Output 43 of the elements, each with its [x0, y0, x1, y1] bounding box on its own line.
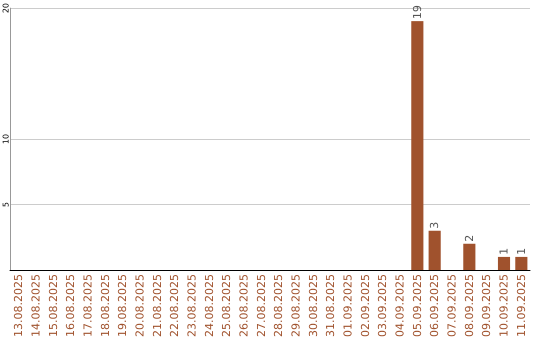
x-tick-label: 04.09.2025	[394, 274, 406, 337]
x-tick-label: 25.08.2025	[220, 274, 234, 337]
x-tick-label: 27.08.2025	[254, 274, 268, 337]
data-label: 19	[410, 5, 424, 20]
data-label: 1	[498, 248, 510, 255]
x-tick-label: 26.08.2025	[238, 274, 250, 337]
x-tick-label: 29.08.2025	[290, 274, 302, 337]
x-tick-label: 28.08.2025	[272, 274, 286, 337]
y-tick-label: 5	[2, 202, 10, 208]
x-tick-label: 06.09.2025	[428, 274, 442, 337]
x-tick-label: 18.08.2025	[98, 274, 112, 337]
x-tick-label: 19.08.2025	[116, 274, 130, 337]
bar	[411, 21, 424, 270]
x-tick-label: 05.09.2025	[410, 274, 424, 337]
bar	[428, 230, 441, 270]
x-tick-label: 23.08.2025	[186, 274, 198, 337]
x-tick-label: 15.08.2025	[46, 274, 60, 337]
bar	[498, 256, 510, 270]
y-tick-label: 10	[2, 134, 10, 144]
x-tick-label: 03.09.2025	[376, 274, 390, 337]
x-tick-label: 14.08.2025	[30, 274, 42, 337]
x-tick-label: 31.08.2025	[324, 274, 338, 337]
x-tick-label: 20.08.2025	[134, 274, 146, 337]
data-label: 3	[428, 222, 442, 229]
x-tick-label: 10.09.2025	[498, 274, 510, 337]
x-tick-label: 24.08.2025	[202, 274, 216, 337]
bar	[463, 244, 476, 270]
x-tick-label: 07.09.2025	[446, 274, 458, 337]
data-label: 2	[462, 234, 476, 242]
x-tick-label: 09.09.2025	[480, 274, 494, 337]
data-label: 1	[514, 248, 528, 255]
x-tick-label: 17.08.2025	[82, 274, 94, 337]
x-tick-label: 30.08.2025	[306, 274, 320, 337]
y-tick-label: 20	[2, 2, 10, 14]
x-tick-label: 02.09.2025	[358, 274, 372, 337]
x-tick-label: 21.08.2025	[150, 274, 164, 337]
x-tick-label: 13.08.2025	[12, 274, 26, 337]
x-tick-label: 01.09.2025	[342, 274, 354, 337]
x-tick-label: 11.09.2025	[514, 274, 528, 337]
x-tick-label: 22.08.2025	[168, 274, 182, 337]
x-tick-label: 08.09.2025	[462, 274, 476, 337]
bar	[515, 256, 528, 270]
x-tick-label: 16.08.2025	[64, 274, 78, 337]
